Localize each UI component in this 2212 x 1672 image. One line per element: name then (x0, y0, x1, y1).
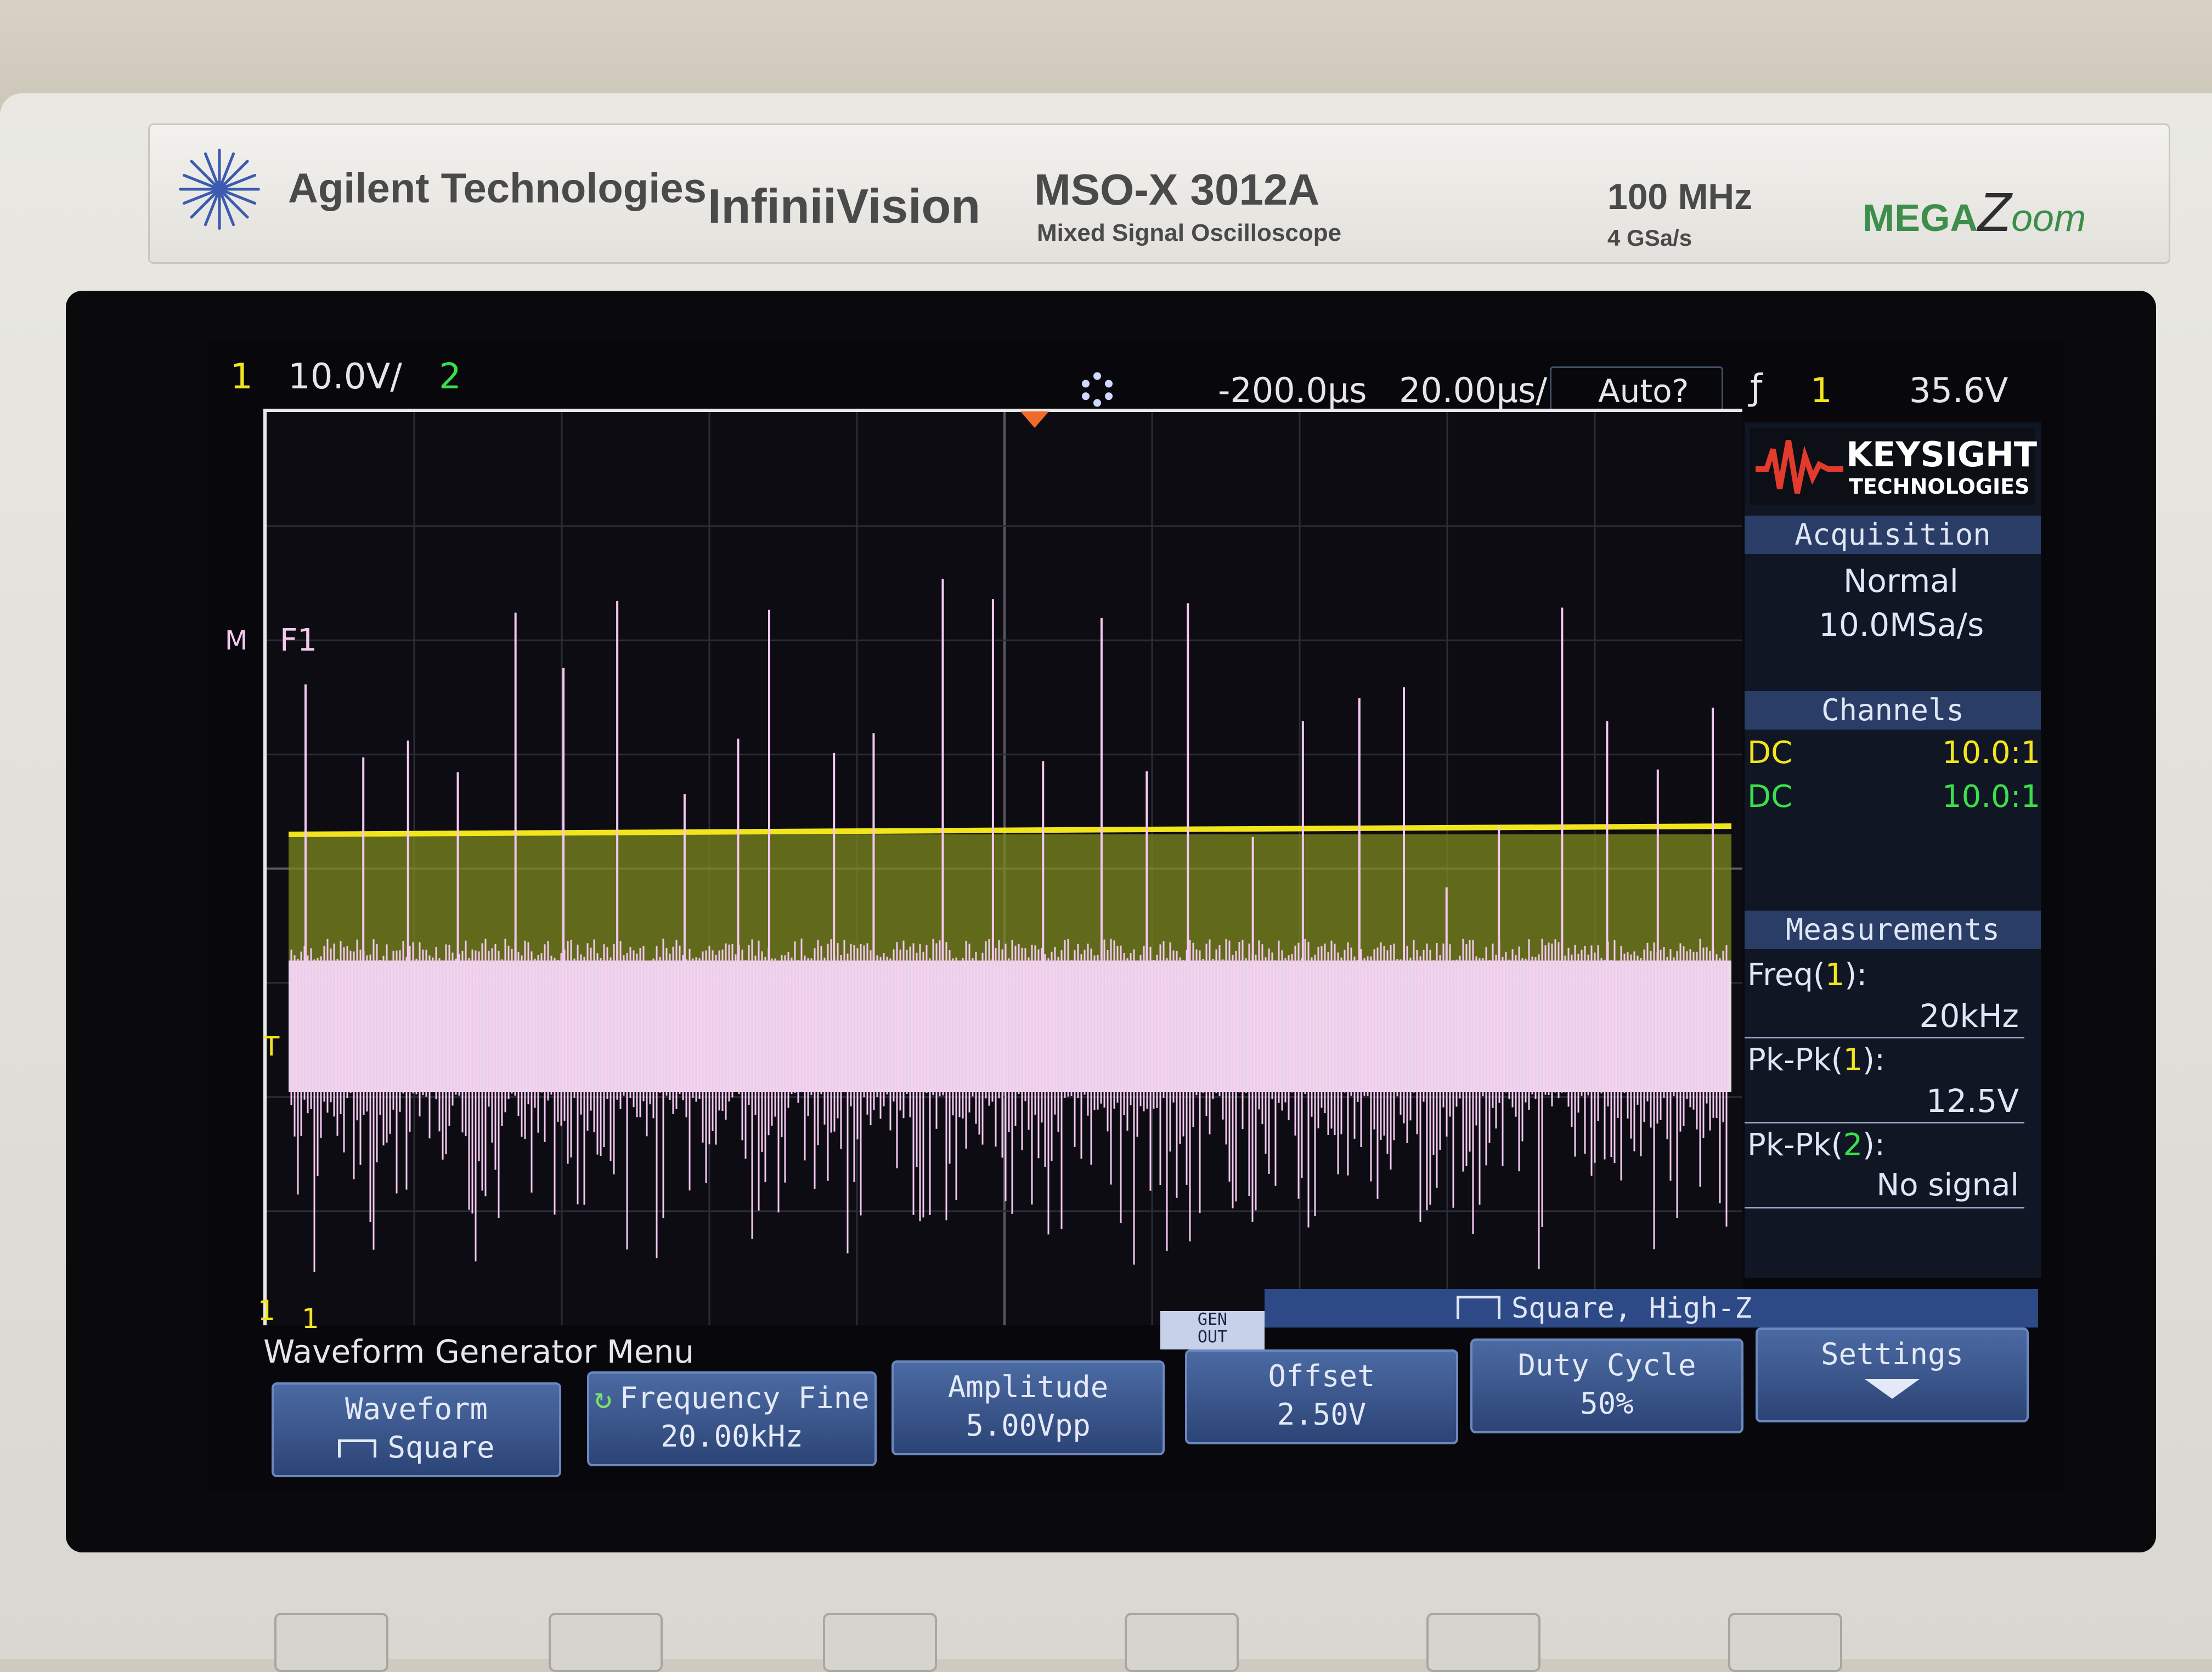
brand-strip (148, 123, 2170, 264)
measurement-pkpk-1[interactable]: Pk-Pk(1): 12.5V (1745, 1040, 2024, 1123)
trigger-level[interactable]: 35.6V (1909, 370, 2008, 410)
trigger-slope-icon: ƒ (1750, 368, 1763, 408)
waveform-traces (288, 579, 1732, 1272)
softkey-amplitude[interactable]: Amplitude 5.00Vpp (891, 1360, 1165, 1455)
timebase-scale[interactable]: 20.00µs/ (1399, 370, 1548, 410)
acquisition-header[interactable]: Acquisition (1745, 516, 2041, 554)
ch1-scale[interactable]: 10.0V/ (288, 357, 402, 397)
physical-softkey-5[interactable] (1426, 1613, 1541, 1672)
megazoom-suffix: oom (2011, 196, 2086, 239)
softkey-frequency-fine[interactable]: ↻ Frequency Fine 20.00kHz (587, 1371, 877, 1466)
menu-title: Waveform Generator Menu (263, 1333, 695, 1370)
softkey-waveform[interactable]: Waveform Square (272, 1382, 561, 1477)
softkey-value: Square (274, 1428, 559, 1467)
model-number: MSO-X 3012A (1034, 165, 1320, 214)
ch2-probe: 10.0:1 (1942, 779, 2041, 815)
ch1-trace-band (289, 834, 1731, 961)
agilent-spark-icon (179, 149, 260, 230)
sample-rate-label: 4 GSa/s (1607, 225, 1692, 251)
f1-marker[interactable]: F1 (280, 623, 317, 658)
physical-softkey-1[interactable] (274, 1613, 388, 1672)
softkey-offset[interactable]: Offset 2.50V (1185, 1349, 1458, 1444)
math-marker[interactable]: M (225, 625, 248, 656)
megazoom-z: Z (1978, 182, 2012, 243)
ch1-trace-edge (288, 823, 1732, 837)
acquisition-rate: 10.0MSa/s (1819, 606, 1984, 643)
bandwidth-label: 100 MHz (1607, 176, 1753, 217)
gen-status-bar: Square, High-Z (1265, 1289, 2038, 1328)
measurement-label: Pk-Pk(1): (1747, 1042, 1885, 1078)
rotate-knob-icon: ↻ (594, 1381, 612, 1415)
arrow-down-icon (1865, 1379, 1920, 1399)
product-line: InfiniiVision (708, 179, 981, 233)
measurement-freq-1[interactable]: Freq(1): 20kHz (1745, 954, 2024, 1038)
gen-status-text: Square, High-Z (1511, 1292, 1752, 1325)
measurement-label: Freq(1): (1747, 957, 1867, 993)
trigger-source[interactable]: 1 (1810, 370, 1832, 410)
ch1-probe: 10.0:1 (1942, 735, 2041, 771)
ch2-number[interactable]: 2 (439, 357, 461, 397)
horizontal-delay[interactable]: -200.0µs (1218, 370, 1367, 410)
trigger-position-marker[interactable] (1020, 411, 1049, 428)
physical-softkey-2[interactable] (549, 1613, 663, 1672)
acquisition-mode: Normal (1843, 562, 1959, 600)
run-status-icon (1082, 372, 1113, 407)
megazoom-logo: MEGAZoom (1863, 181, 2086, 244)
keysight-subtitle: TECHNOLOGIES (1849, 475, 2030, 499)
measurement-label: Pk-Pk(2): (1747, 1127, 1885, 1163)
measurement-value: 12.5V (1926, 1082, 2019, 1120)
square-wave-icon (338, 1439, 377, 1458)
info-sidebar: KEYSIGHT TECHNOLOGIES Acquisition Normal… (1745, 422, 2041, 1278)
model-subtitle: Mixed Signal Oscilloscope (1037, 219, 1342, 246)
megazoom-prefix: MEGA (1863, 196, 1978, 239)
channels-header[interactable]: Channels (1745, 691, 2041, 730)
oscilloscope-display: 1 10.0V/ 2 -200.0µs 20.00µs/ Auto? ƒ 1 3… (208, 340, 2063, 1492)
ch1-ground-marker-b[interactable]: 1 (302, 1303, 319, 1335)
brand-name: Agilent Technologies (288, 165, 707, 212)
square-wave-icon (1457, 1296, 1500, 1319)
trigger-level-marker[interactable]: T (263, 1031, 280, 1062)
keysight-name: KEYSIGHT (1846, 434, 2038, 475)
physical-softkey-6[interactable] (1728, 1613, 1842, 1672)
waveform-graticule[interactable] (263, 409, 1742, 1325)
gen-out-badge: GEN OUT (1160, 1311, 1265, 1349)
keysight-logo: KEYSIGHT TECHNOLOGIES (1750, 428, 2038, 505)
softkey-duty-cycle[interactable]: Duty Cycle 50% (1470, 1338, 1743, 1433)
trigger-mode-box[interactable]: Auto? (1550, 366, 1723, 413)
measurements-header[interactable]: Measurements (1745, 911, 2041, 949)
ch1-coupling: DC (1747, 735, 1793, 771)
measurement-value: No signal (1876, 1167, 2019, 1203)
measurement-value: 20kHz (1919, 997, 2019, 1035)
softkey-settings[interactable]: Settings (1756, 1328, 2029, 1422)
physical-softkey-3[interactable] (823, 1613, 937, 1672)
physical-softkey-4[interactable] (1125, 1613, 1239, 1672)
measurement-pkpk-2[interactable]: Pk-Pk(2): No signal (1745, 1125, 2024, 1208)
keysight-wave-icon (1756, 440, 1843, 494)
ch2-coupling: DC (1747, 779, 1793, 815)
trigger-mode: Auto? (1598, 372, 1689, 410)
ch1-ground-marker-a[interactable]: 1 (258, 1295, 275, 1326)
ch1-number[interactable]: 1 (230, 357, 253, 397)
